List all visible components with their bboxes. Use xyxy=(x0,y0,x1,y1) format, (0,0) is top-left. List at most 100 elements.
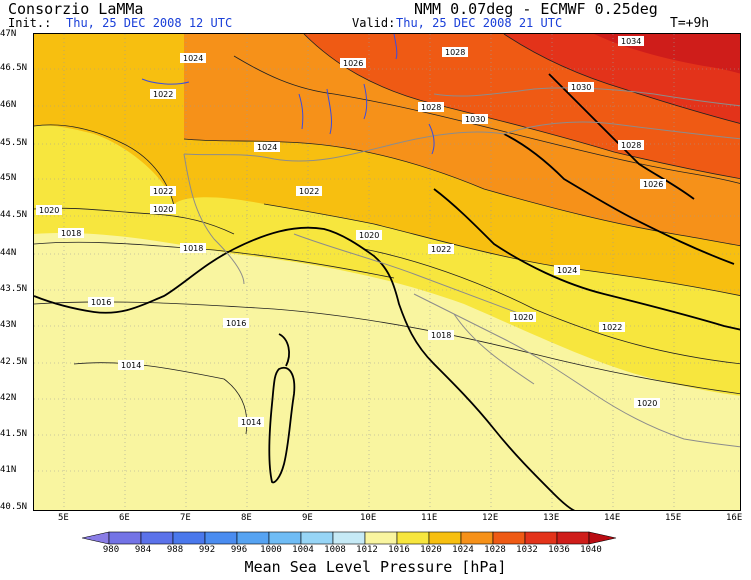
svg-text:1018: 1018 xyxy=(61,229,81,238)
svg-text:1030: 1030 xyxy=(465,115,485,124)
svg-text:1022: 1022 xyxy=(153,90,173,99)
lon-label: 11E xyxy=(421,513,438,523)
colorbar-level: 996 xyxy=(230,545,248,555)
colorbar-cell xyxy=(428,531,462,545)
svg-text:1022: 1022 xyxy=(602,323,622,332)
band-1016 xyxy=(34,233,740,510)
lon-label: 9E xyxy=(302,513,313,523)
colorbar-level: 1004 xyxy=(292,545,314,555)
isobars xyxy=(34,34,740,435)
lat-label: 42.5N xyxy=(0,357,28,367)
colorbar-level: 1008 xyxy=(324,545,346,555)
svg-text:1026: 1026 xyxy=(643,180,663,189)
init-label: Init.: xyxy=(8,16,52,30)
colorbar-level: 992 xyxy=(198,545,216,555)
svg-text:1018: 1018 xyxy=(183,244,203,253)
contour-label: 1020 xyxy=(36,205,62,215)
lat-label: 45N xyxy=(0,173,17,183)
contour-label: 1022 xyxy=(599,322,625,332)
svg-text:1022: 1022 xyxy=(153,187,173,196)
svg-text:1020: 1020 xyxy=(513,313,533,322)
colorbar-cell xyxy=(364,531,398,545)
lat-label: 46.5N xyxy=(0,63,28,73)
svg-text:1028: 1028 xyxy=(445,48,465,57)
contour-label: 1030 xyxy=(462,114,488,124)
colorbar-cell xyxy=(172,531,206,545)
svg-text:1020: 1020 xyxy=(153,205,173,214)
lat-label: 46N xyxy=(0,100,17,110)
contour-label: 1034 xyxy=(618,36,644,46)
colorbar-cell xyxy=(524,531,558,545)
colorbar-cell xyxy=(460,531,494,545)
colorbar-cell xyxy=(268,531,302,545)
svg-text:1014: 1014 xyxy=(121,361,141,370)
svg-text:1030: 1030 xyxy=(571,83,591,92)
colorbar-title: Mean Sea Level Pressure [hPa] xyxy=(244,558,507,576)
lon-label: 5E xyxy=(58,513,69,523)
colorbar-level: 1036 xyxy=(548,545,570,555)
colorbar-cell xyxy=(588,531,617,545)
contour-label: 1018 xyxy=(428,330,454,340)
colorbar-level: 1024 xyxy=(452,545,474,555)
contour-label: 1014 xyxy=(118,360,144,370)
contour-label: 1026 xyxy=(640,179,666,189)
svg-text:1014: 1014 xyxy=(241,418,261,427)
contour-label: 1018 xyxy=(180,243,206,253)
colorbar-cell xyxy=(332,531,366,545)
contour-label: 1024 xyxy=(554,265,580,275)
colorbar-level: 1016 xyxy=(388,545,410,555)
contour-label: 1022 xyxy=(428,244,454,254)
colorbar-level: 980 xyxy=(102,545,120,555)
svg-text:1020: 1020 xyxy=(359,231,379,240)
contour-label: 1028 xyxy=(418,102,444,112)
valid-datetime: Thu, 25 DEC 2008 21 UTC xyxy=(396,16,563,30)
colorbar-level: 988 xyxy=(166,545,184,555)
svg-text:1020: 1020 xyxy=(637,399,657,408)
colorbar-level: 1020 xyxy=(420,545,442,555)
svg-text:1018: 1018 xyxy=(431,331,451,340)
contour-label: 1026 xyxy=(340,58,366,68)
lon-label: 16E xyxy=(726,513,743,523)
svg-text:1022: 1022 xyxy=(431,245,451,254)
svg-text:1026: 1026 xyxy=(343,59,363,68)
lon-label: 7E xyxy=(180,513,191,523)
colorbar xyxy=(82,531,617,545)
contour-label: 1022 xyxy=(296,186,322,196)
svg-text:1028: 1028 xyxy=(421,103,441,112)
lat-label: 42N xyxy=(0,393,17,403)
borders xyxy=(183,87,740,448)
colorbar-cell xyxy=(140,531,174,545)
contour-label: 1028 xyxy=(618,140,644,150)
svg-text:1016: 1016 xyxy=(91,298,111,307)
colorbar-cell xyxy=(108,531,142,545)
lat-label: 47N xyxy=(0,29,17,39)
colorbar-level: 1032 xyxy=(516,545,538,555)
svg-text:1034: 1034 xyxy=(621,37,641,46)
svg-text:1020: 1020 xyxy=(39,206,59,215)
contour-label: 1020 xyxy=(356,230,382,240)
contour-label: 1020 xyxy=(150,204,176,214)
colorbar-cells xyxy=(82,531,617,545)
svg-text:1028: 1028 xyxy=(621,141,641,150)
colorbar-level: 1040 xyxy=(580,545,602,555)
colorbar-level: 984 xyxy=(134,545,152,555)
organization-title: Consorzio LaMMa xyxy=(8,0,144,18)
colorbar-cell xyxy=(300,531,334,545)
colorbar-cell xyxy=(556,531,590,545)
contour-label: 1016 xyxy=(88,297,114,307)
colorbar-level: 1000 xyxy=(260,545,282,555)
lat-label: 45.5N xyxy=(0,138,28,148)
pressure-map: 1024 1022 1022 1020 1020 1018 1018 1016 … xyxy=(33,33,741,511)
colorbar-cell xyxy=(396,531,430,545)
colorbar-level: 1012 xyxy=(356,545,378,555)
contour-label: 1030 xyxy=(568,82,594,92)
contour-label: 1022 xyxy=(150,186,176,196)
svg-text:1022: 1022 xyxy=(299,187,319,196)
contour-label: 1022 xyxy=(150,89,176,99)
lon-label: 6E xyxy=(119,513,130,523)
lon-label: 15E xyxy=(665,513,682,523)
contour-label: 1020 xyxy=(510,312,536,322)
lakes xyxy=(141,34,435,155)
lon-label: 8E xyxy=(241,513,252,523)
contour-label: 1024 xyxy=(254,142,280,152)
